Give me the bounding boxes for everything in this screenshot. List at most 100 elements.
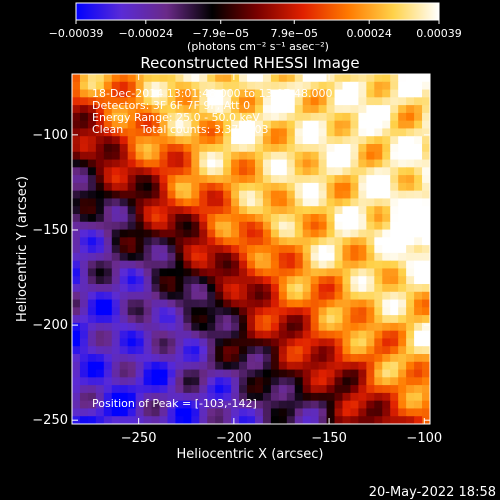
- heatmap-cell: [111, 167, 121, 176]
- heatmap-cell: [72, 361, 81, 371]
- heatmap-cell: [422, 245, 430, 254]
- heatmap-cell: [79, 307, 89, 316]
- heatmap-cell: [366, 369, 375, 378]
- heatmap-cell: [278, 315, 288, 324]
- heatmap-cell: [342, 260, 352, 270]
- heatmap-cell: [294, 245, 304, 254]
- heatmap-cell: [422, 190, 430, 200]
- heatmap-cell: [199, 276, 208, 285]
- heatmap-cell: [247, 361, 256, 371]
- heatmap-cell: [286, 229, 296, 238]
- heatmap-cell: [135, 330, 145, 340]
- heatmap-cell: [262, 136, 272, 145]
- heatmap-cell: [374, 74, 383, 83]
- heatmap-cell: [207, 276, 216, 285]
- heatmap-cell: [374, 322, 383, 332]
- heatmap-cell: [167, 89, 177, 98]
- heatmap-cell: [175, 346, 184, 355]
- heatmap-cell: [207, 392, 216, 402]
- heatmap-cell: [398, 354, 407, 363]
- heatmap-cell: [183, 299, 192, 308]
- heatmap-cell: [199, 159, 208, 168]
- heatmap-cell: [151, 144, 161, 153]
- heatmap-cell: [294, 214, 304, 223]
- heatmap-cell: [342, 159, 352, 168]
- heatmap-cell: [310, 81, 320, 91]
- heatmap-cell: [143, 198, 153, 207]
- heatmap-cell: [79, 322, 89, 332]
- heatmap-cell: [310, 369, 320, 378]
- heatmap-cell: [342, 128, 352, 137]
- heatmap-cell: [262, 198, 272, 207]
- heatmap-cell: [342, 354, 352, 363]
- heatmap-cell: [286, 299, 296, 308]
- heatmap-cell: [135, 392, 145, 402]
- heatmap-cell: [175, 237, 184, 246]
- heatmap-cell: [358, 214, 367, 223]
- heatmap-cell: [406, 151, 415, 161]
- heatmap-cell: [382, 136, 391, 145]
- heatmap-cell: [326, 408, 336, 417]
- heatmap-cell: [72, 159, 81, 168]
- heatmap-cell: [326, 198, 336, 207]
- heatmap-cell: [358, 416, 367, 424]
- heatmap-cell: [231, 291, 240, 301]
- heatmap-cell: [318, 182, 328, 192]
- heatmap-cell: [151, 346, 161, 355]
- heatmap-cell: [358, 74, 367, 83]
- heatmap-cell: [87, 416, 97, 424]
- heatmap-cell: [358, 392, 367, 402]
- heatmap-cell: [326, 182, 336, 192]
- heatmap-cell: [207, 136, 216, 145]
- heatmap-cell: [382, 385, 391, 394]
- heatmap-cell: [111, 385, 121, 394]
- heatmap-cell: [406, 206, 415, 215]
- heatmap-cell: [398, 416, 407, 424]
- heatmap-cell: [72, 237, 81, 246]
- heatmap-cell: [223, 361, 232, 371]
- heatmap-cell: [286, 408, 296, 417]
- heatmap-cell: [270, 144, 280, 153]
- heatmap-cell: [111, 229, 121, 238]
- heatmap-cell: [87, 408, 97, 417]
- heatmap-cell: [366, 252, 375, 262]
- heatmap-cell: [167, 392, 177, 402]
- heatmap-cell: [390, 144, 399, 153]
- heatmap-cell: [406, 221, 415, 231]
- heatmap-cell: [207, 400, 216, 410]
- heatmap-cell: [239, 346, 248, 355]
- heatmap-cell: [366, 245, 375, 254]
- heatmap-cell: [127, 105, 137, 114]
- heatmap-cell: [390, 128, 399, 137]
- heatmap-cell: [159, 74, 169, 83]
- heatmap-cell: [223, 369, 232, 378]
- heatmap-cell: [119, 175, 129, 184]
- heatmap-cell: [143, 369, 153, 378]
- heatmap-cell: [302, 322, 312, 332]
- heatmap-cell: [111, 268, 121, 277]
- heatmap-cell: [302, 392, 312, 402]
- heatmap-cell: [167, 97, 177, 106]
- heatmap-cell: [398, 346, 407, 355]
- heatmap-cell: [143, 159, 153, 168]
- heatmap-cell: [326, 416, 336, 424]
- heatmap-cell: [262, 369, 272, 378]
- heatmap-cell: [270, 361, 280, 371]
- heatmap-cell: [199, 260, 208, 270]
- heatmap-cell: [366, 190, 375, 200]
- heatmap-cell: [390, 392, 399, 402]
- heatmap-cell: [414, 276, 423, 285]
- heatmap-cell: [254, 128, 264, 137]
- heatmap-cell: [215, 245, 224, 254]
- heatmap-cell: [207, 97, 216, 106]
- heatmap-cell: [207, 206, 216, 215]
- heatmap-cell: [215, 315, 224, 324]
- heatmap-cell: [215, 392, 224, 402]
- heatmap-cell: [199, 112, 208, 122]
- heatmap-cell: [231, 237, 240, 246]
- heatmap-cell: [247, 276, 256, 285]
- heatmap-cell: [111, 400, 121, 410]
- heatmap-cell: [215, 206, 224, 215]
- heatmap-cell: [358, 291, 367, 301]
- heatmap-cell: [175, 276, 184, 285]
